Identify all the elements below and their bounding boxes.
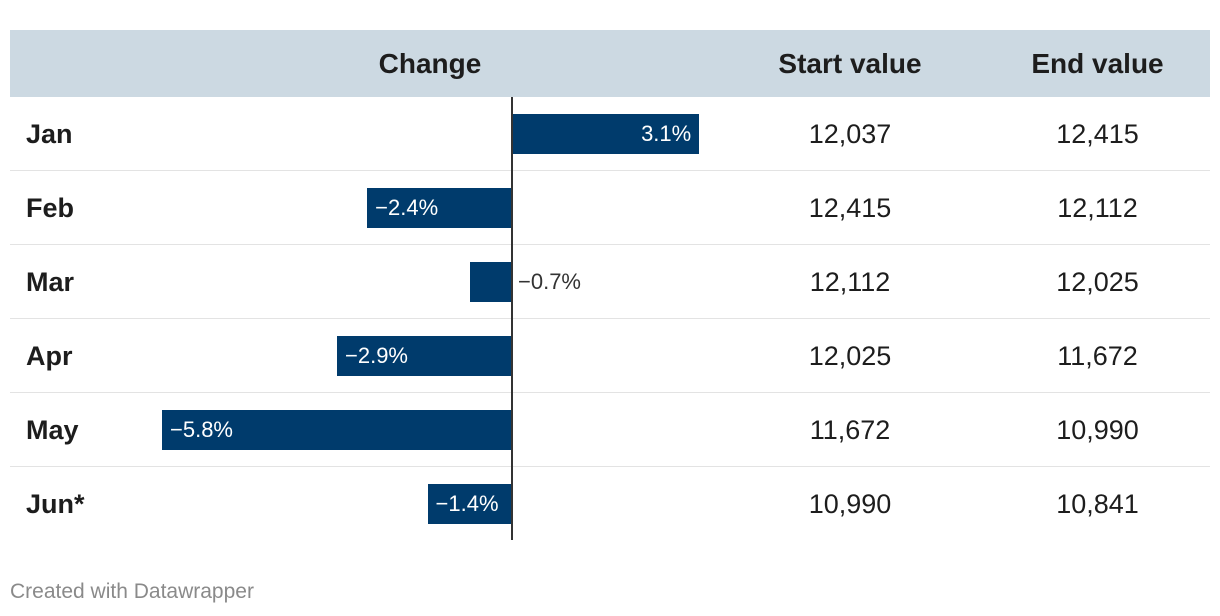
change-label: −2.9% xyxy=(345,343,408,368)
row-start-value: 10,990 xyxy=(808,489,892,519)
row-start-value: 12,037 xyxy=(808,119,892,149)
table-body: Jan 3.1% 12,037 12,415 Feb −2.4% 12,415 12,112 M… xyxy=(10,97,1210,541)
bar-cell: −1.4% xyxy=(140,467,720,541)
zero-baseline xyxy=(511,97,513,540)
change-bar xyxy=(162,410,512,450)
change-label: −1.4% xyxy=(435,491,499,516)
header-end-value: End value xyxy=(1031,48,1164,79)
row-month: Mar xyxy=(26,267,75,297)
change-table: Change Start value End value Jan 3.1% 12,0… xyxy=(10,30,1210,541)
table-row: Feb −2.4% 12,415 12,112 xyxy=(10,171,1210,245)
bar-cell: −0.7% xyxy=(140,245,720,319)
change-label: −0.7% xyxy=(518,269,581,294)
change-bar xyxy=(469,262,512,302)
change-bar xyxy=(512,114,700,154)
table-row: Apr −2.9% 12,025 11,672 xyxy=(10,319,1210,393)
row-month: Apr xyxy=(26,341,73,371)
row-month: Jan xyxy=(26,119,73,149)
change-bar xyxy=(337,336,512,376)
change-bar xyxy=(367,188,512,228)
bar-cell: 3.1% xyxy=(140,97,720,171)
row-end-value: 12,025 xyxy=(1056,267,1139,297)
header-start-value: Start value xyxy=(778,48,922,79)
table-row: May −5.8% 11,672 10,990 xyxy=(10,393,1210,467)
row-month: Feb xyxy=(26,193,75,223)
row-start-value: 12,415 xyxy=(808,193,892,223)
change-label: 3.1% xyxy=(641,121,692,146)
table-row: Mar −0.7% 12,112 12,025 xyxy=(10,245,1210,319)
credit-footer: Created with Datawrapper xyxy=(10,580,254,603)
row-month: May xyxy=(26,415,79,445)
change-label: −5.8% xyxy=(170,417,233,442)
row-end-value: 10,990 xyxy=(1056,415,1139,445)
table-header: Change Start value End value xyxy=(10,30,1210,97)
bar-cell: −2.4% xyxy=(140,171,720,245)
row-end-value: 12,415 xyxy=(1056,119,1139,149)
change-bar xyxy=(427,484,512,524)
row-start-value: 12,025 xyxy=(808,341,892,371)
change-label: −2.4% xyxy=(375,195,439,220)
row-end-value: 11,672 xyxy=(1057,341,1138,371)
row-start-value: 12,112 xyxy=(809,267,891,297)
row-end-value: 12,112 xyxy=(1057,193,1138,223)
header-change: Change xyxy=(378,48,482,79)
bar-cell: −5.8% xyxy=(140,393,720,467)
table-row: Jun* −1.4% 10,990 10,841 xyxy=(10,467,1210,541)
bar-cell: −2.9% xyxy=(140,319,720,393)
row-month: Jun* xyxy=(26,489,85,519)
row-end-value: 10,841 xyxy=(1056,489,1139,519)
table-row: Jan 3.1% 12,037 12,415 xyxy=(10,97,1210,171)
row-start-value: 11,672 xyxy=(809,415,891,445)
